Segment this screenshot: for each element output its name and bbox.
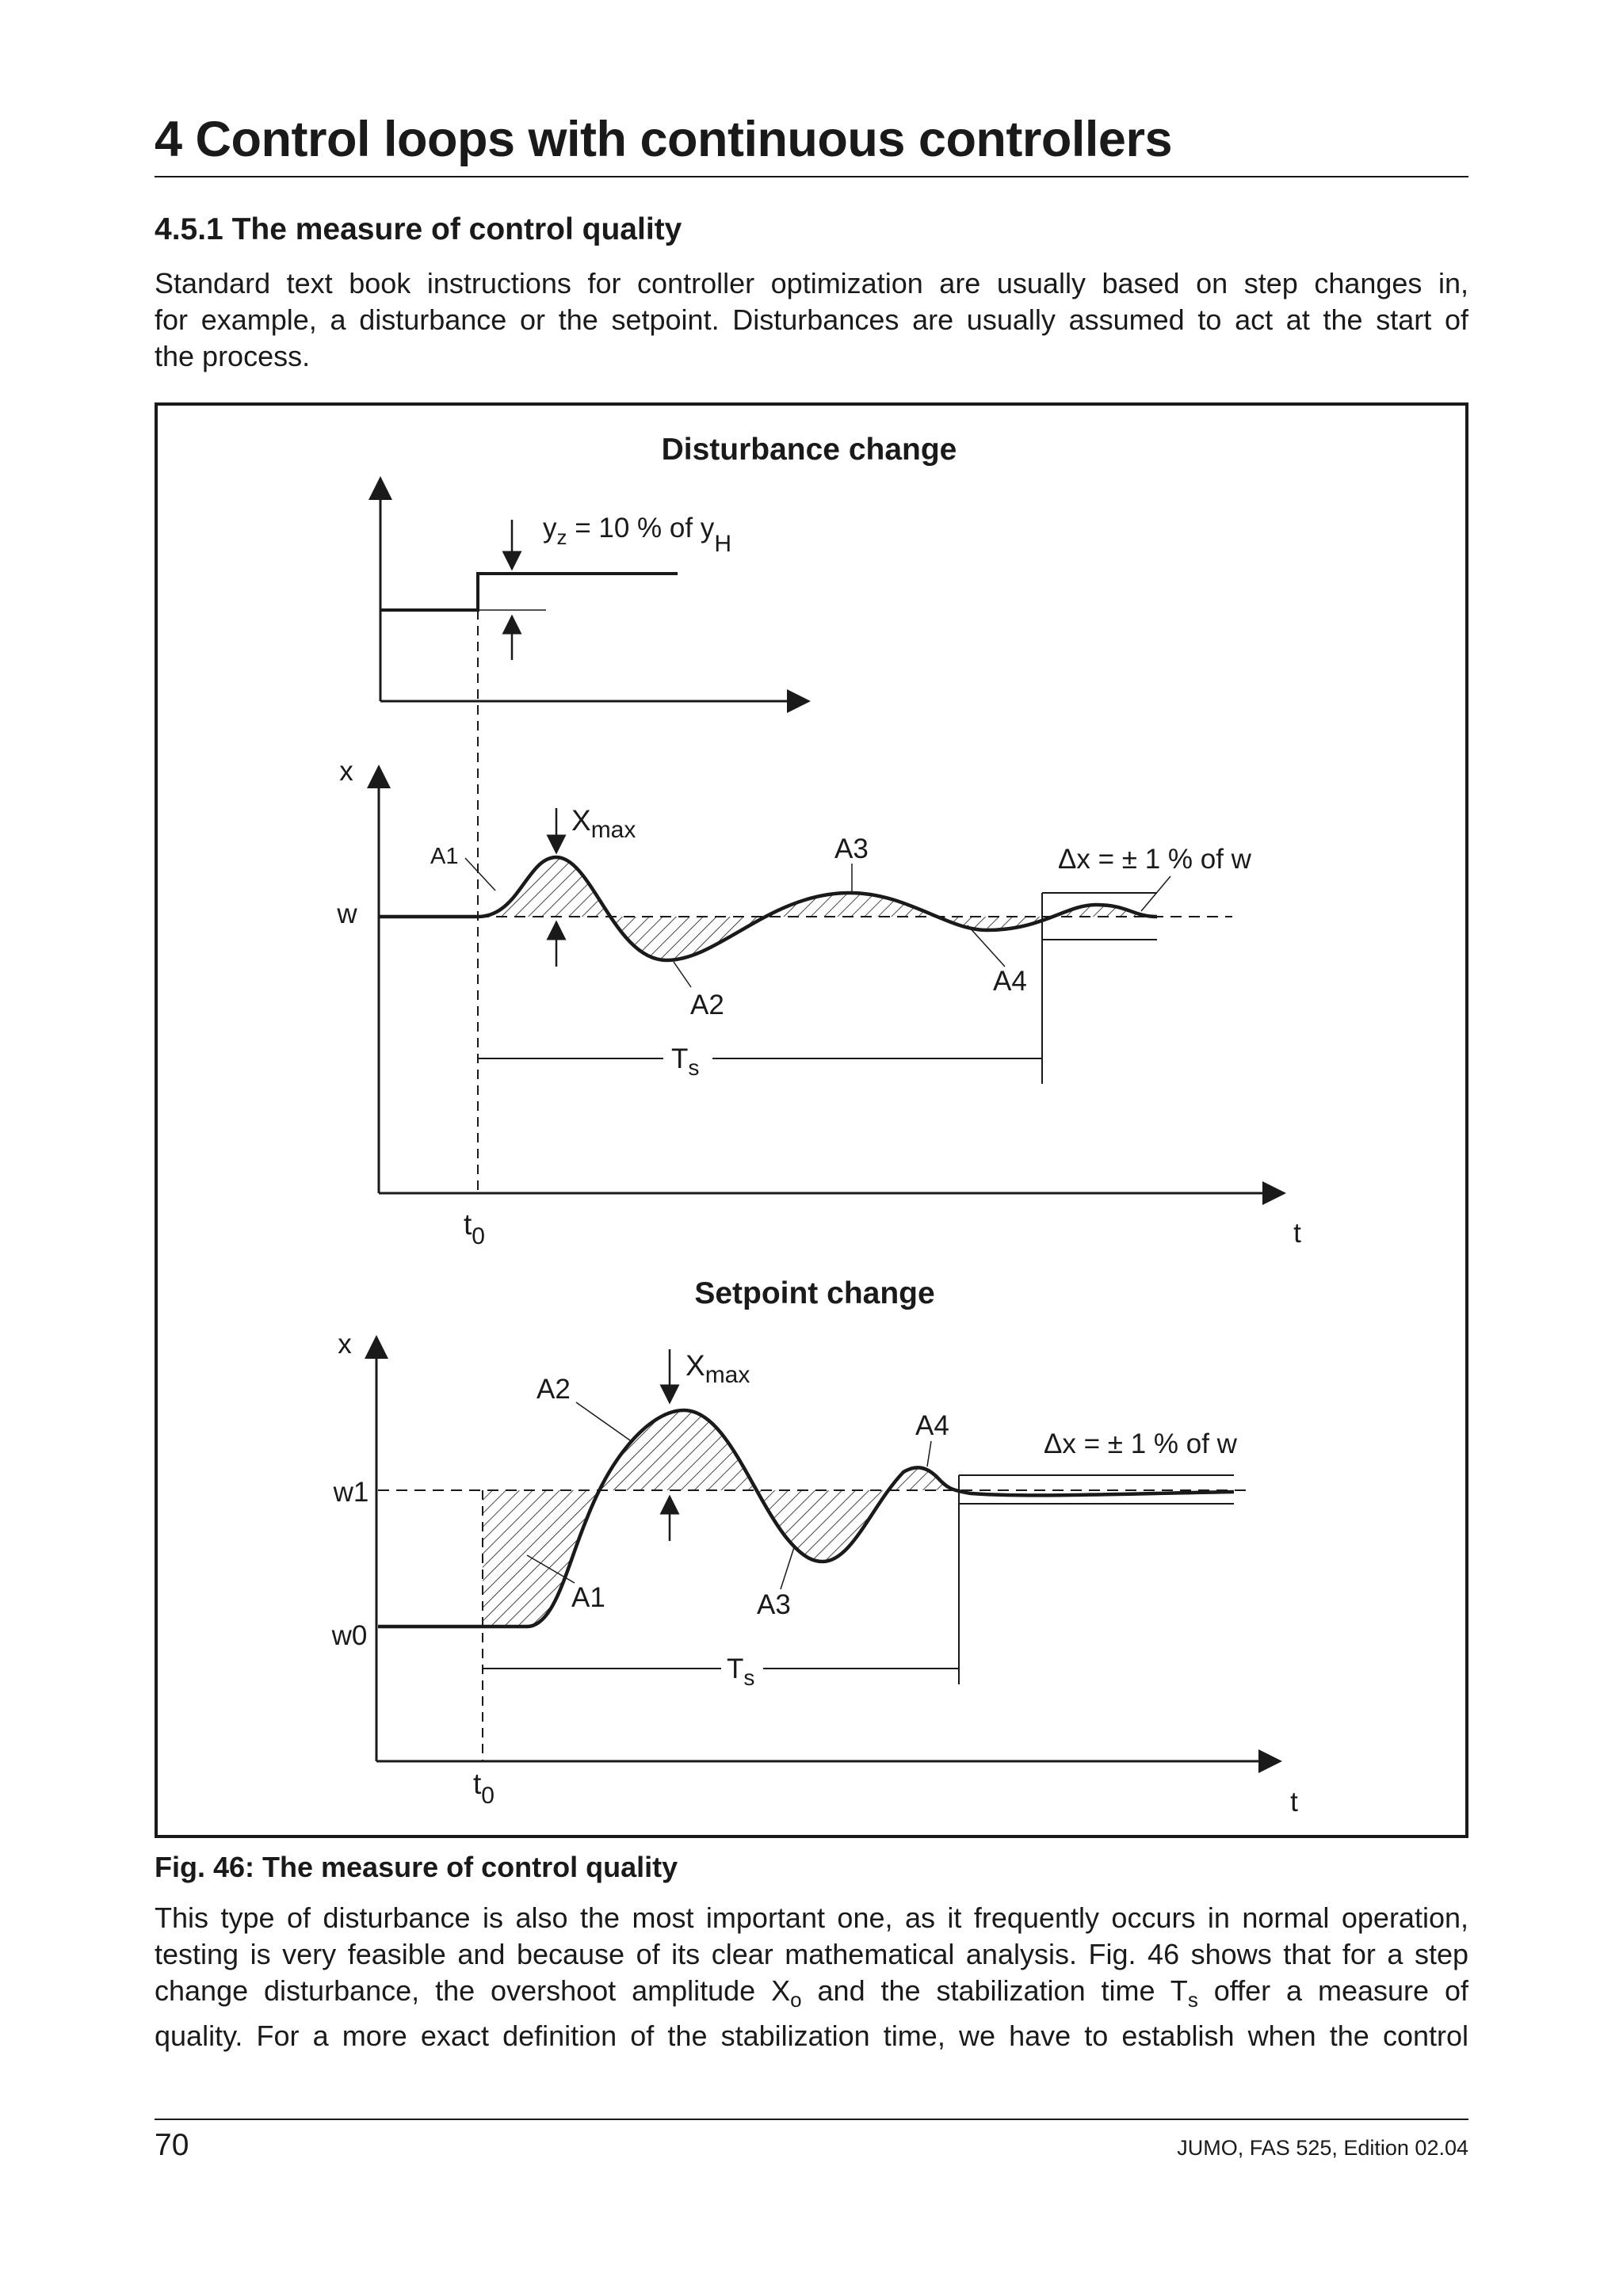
figure-frame — [155, 402, 1468, 1838]
setpoint-a2-leader — [575, 1402, 631, 1441]
setpoint-w0-label: w0 — [331, 1620, 368, 1651]
intro-line-3: the process. — [155, 340, 311, 372]
setpoint-w1-label: w1 — [333, 1477, 369, 1508]
setpoint-area-below — [483, 1490, 961, 1627]
setpoint-x-label: x — [338, 1329, 352, 1360]
setpoint-a1-label: A1 — [571, 1582, 605, 1613]
body-paragraph: This type of disturbance is also the mos… — [155, 1900, 1468, 2054]
intro-line-1: Standard text book instructions for cont… — [155, 267, 1468, 299]
setpoint-band-label: Δx = ± 1 % of w — [1044, 1428, 1238, 1459]
setpoint-title: Setpoint change — [694, 1276, 934, 1310]
page-number: 70 — [155, 2128, 189, 2162]
setpoint-a3-label: A3 — [757, 1589, 791, 1620]
disturbance-band-label: Δx = ± 1 % of w — [1058, 844, 1252, 875]
publication-info: JUMO, FAS 525, Edition 02.04 — [1177, 2136, 1468, 2160]
disturbance-diagram: Disturbance change yz = 10 % of yH x w t… — [336, 433, 1301, 1249]
disturbance-w-label: w — [336, 898, 357, 929]
disturbance-response-curve — [379, 855, 1158, 963]
setpoint-a1-leader — [526, 1554, 575, 1584]
step-size-label: yz = 10 % of yH — [543, 513, 731, 557]
footer-rule — [155, 2119, 1468, 2120]
disturbance-a1-label: A1 — [430, 844, 458, 869]
setpoint-xmax-label: Xmax — [685, 1349, 750, 1388]
title-rule — [155, 176, 1468, 177]
disturbance-a2-leader — [673, 961, 692, 988]
disturbance-a4-label: A4 — [993, 966, 1027, 997]
chapter-title: 4 Control loops with continuous controll… — [155, 112, 1173, 167]
setpoint-a2-label: A2 — [537, 1374, 571, 1405]
disturbance-a1-leader — [464, 857, 496, 891]
setpoint-diagram: Setpoint change x w1 w0 t t0 Xmax A2 A1 … — [331, 1276, 1299, 1817]
setpoint-ts-label: Ts — [727, 1653, 754, 1690]
body-line-4: quality. For a more exact definition of … — [155, 2019, 1468, 2053]
disturbance-band-leader — [1140, 875, 1171, 912]
setpoint-area-above — [483, 1410, 961, 1490]
setpoint-t-label: t — [1290, 1787, 1298, 1817]
setpoint-a3-leader — [780, 1544, 796, 1590]
disturbance-a4-leader — [967, 925, 1006, 967]
intro-line-2: for example, a disturbance or the setpoi… — [155, 303, 1468, 336]
setpoint-response-curve — [378, 1408, 1235, 1629]
disturbance-t0-label: t0 — [464, 1208, 485, 1249]
setpoint-a4-leader — [926, 1440, 932, 1467]
body-line-3: change disturbance, the overshoot amplit… — [155, 1974, 1469, 2012]
control-quality-figure: Disturbance change yz = 10 % of yH x w t… — [331, 433, 1302, 1817]
step-signal — [380, 572, 678, 612]
disturbance-a3-label: A3 — [834, 833, 869, 864]
disturbance-xmax-label: Xmax — [571, 804, 636, 843]
disturbance-x-label: x — [339, 756, 353, 787]
intro-paragraph: Standard text book instructions for cont… — [155, 265, 1468, 375]
disturbance-ts-label: Ts — [671, 1043, 699, 1080]
body-line-2: testing is very feasible and because of … — [155, 1938, 1468, 1970]
figure-caption: Fig. 46: The measure of control quality — [155, 1851, 678, 1883]
disturbance-area-above — [478, 857, 1157, 917]
section-title: 4.5.1 The measure of control quality — [155, 212, 682, 246]
setpoint-t0-label: t0 — [473, 1768, 495, 1809]
disturbance-area-below — [478, 917, 1157, 960]
disturbance-a2-label: A2 — [690, 990, 724, 1020]
setpoint-a4-label: A4 — [915, 1410, 949, 1441]
disturbance-title: Disturbance change — [662, 433, 957, 467]
disturbance-t-label: t — [1293, 1218, 1301, 1249]
body-line-1: This type of disturbance is also the mos… — [155, 1901, 1468, 1934]
